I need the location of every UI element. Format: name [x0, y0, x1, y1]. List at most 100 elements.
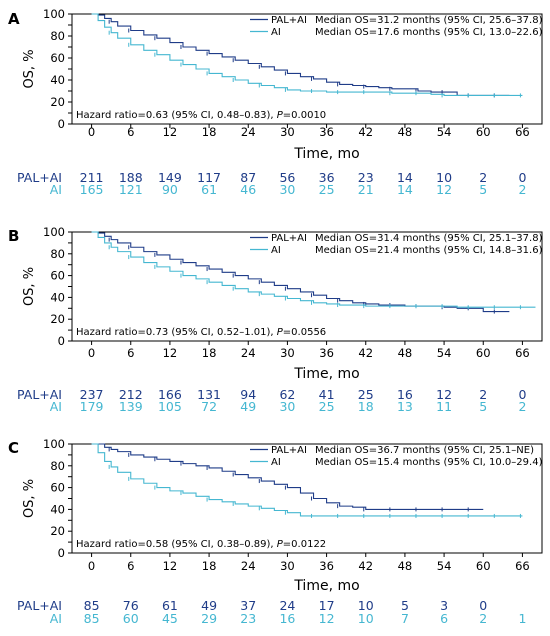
- at-risk-count-ai: 10: [358, 611, 374, 626]
- x-tick-label: 18: [202, 346, 217, 360]
- y-axis-label: OS, %: [22, 49, 37, 88]
- at-risk-count-ai: 23: [240, 611, 256, 626]
- at-risk-count-ai: 61: [201, 182, 217, 197]
- at-risk-count-ai: 30: [279, 182, 295, 197]
- x-tick-label: 54: [437, 125, 452, 139]
- y-tick-label: 60: [50, 269, 65, 283]
- at-risk-count-ai: 29: [201, 611, 217, 626]
- at-risk-count-ai: 6: [440, 611, 448, 626]
- at-risk-count-pal-ai: 10: [358, 598, 374, 613]
- at-risk-count-pal-ai: 24: [279, 598, 295, 613]
- y-tick-label: 80: [50, 247, 65, 261]
- at-risk-count-ai: 12: [319, 611, 335, 626]
- x-axis-label: Time, mo: [293, 366, 359, 382]
- at-risk-count-pal-ai: 3: [440, 598, 448, 613]
- x-tick-label: 66: [515, 346, 530, 360]
- at-risk-count-pal-ai: 117: [197, 170, 221, 185]
- y-tick-label: 100: [43, 437, 65, 451]
- x-tick-label: 30: [280, 559, 295, 573]
- x-tick-label: 0: [88, 125, 95, 139]
- x-tick-label: 48: [398, 125, 413, 139]
- x-tick-label: 0: [88, 346, 95, 360]
- at-risk-count-pal-ai: 17: [319, 598, 335, 613]
- at-risk-count-ai: 2: [518, 182, 526, 197]
- at-risk-count-pal-ai: 14: [397, 170, 413, 185]
- legend-median-os: Median OS=36.7 months (95% CI, 25.1–NE): [315, 445, 534, 456]
- at-risk-count-ai: 45: [162, 611, 178, 626]
- y-tick-label: 60: [50, 51, 65, 65]
- at-risk-count-ai: 2: [479, 611, 487, 626]
- x-tick-label: 30: [280, 346, 295, 360]
- x-axis-label: Time, mo: [293, 146, 359, 162]
- at-risk-count-pal-ai: 16: [397, 387, 413, 402]
- at-risk-count-ai: 18: [358, 399, 374, 414]
- km-curve-pal-ai: [91, 13, 510, 96]
- legend-series-name: AI: [271, 457, 281, 468]
- at-risk-count-ai: 49: [240, 399, 256, 414]
- x-tick-label: 18: [202, 125, 217, 139]
- at-risk-count-ai: 7: [401, 611, 409, 626]
- x-tick-label: 54: [437, 559, 452, 573]
- at-risk-count-ai: 12: [436, 182, 452, 197]
- x-tick-label: 36: [319, 346, 334, 360]
- at-risk-count-ai: 90: [162, 182, 178, 197]
- at-risk-count-pal-ai: 87: [240, 170, 256, 185]
- at-risk-count-ai: 60: [123, 611, 139, 626]
- at-risk-count-ai: 72: [201, 399, 217, 414]
- legend-series-name: PAL+AI: [271, 15, 307, 26]
- y-tick-label: 20: [50, 312, 65, 326]
- x-tick-label: 48: [398, 346, 413, 360]
- legend-median-os: Median OS=31.4 months (95% CI, 25.1–37.8…: [315, 233, 543, 244]
- at-risk-count-ai: 2: [518, 399, 526, 414]
- at-risk-count-pal-ai: 76: [123, 598, 139, 613]
- panel-label: C: [8, 439, 19, 457]
- x-tick-label: 60: [476, 346, 491, 360]
- at-risk-count-pal-ai: 0: [518, 170, 526, 185]
- panel-label: B: [8, 227, 19, 245]
- at-risk-label-pal-ai: PAL+AI: [17, 387, 62, 402]
- at-risk-label-ai: AI: [50, 611, 62, 626]
- x-tick-label: 24: [241, 346, 256, 360]
- at-risk-count-pal-ai: 37: [240, 598, 256, 613]
- at-risk-count-pal-ai: 62: [279, 387, 295, 402]
- at-risk-count-pal-ai: 36: [319, 170, 335, 185]
- km-curve-ai: [91, 231, 536, 308]
- x-tick-label: 54: [437, 346, 452, 360]
- km-curve-ai: [91, 443, 523, 517]
- at-risk-count-pal-ai: 2: [479, 170, 487, 185]
- at-risk-count-pal-ai: 12: [436, 387, 452, 402]
- x-tick-label: 6: [127, 559, 134, 573]
- at-risk-label-pal-ai: PAL+AI: [17, 170, 62, 185]
- x-tick-label: 36: [319, 125, 334, 139]
- y-tick-label: 20: [50, 95, 65, 109]
- at-risk-count-pal-ai: 56: [279, 170, 295, 185]
- x-axis-label: Time, mo: [293, 578, 359, 594]
- at-risk-count-ai: 105: [158, 399, 182, 414]
- y-tick-label: 0: [58, 334, 65, 348]
- y-tick-label: 80: [50, 29, 65, 43]
- at-risk-count-pal-ai: 0: [479, 598, 487, 613]
- at-risk-count-ai: 30: [279, 399, 295, 414]
- at-risk-count-pal-ai: 0: [518, 387, 526, 402]
- legend-median-os: Median OS=17.6 months (95% CI, 13.0–22.6…: [315, 27, 543, 38]
- legend-median-os: Median OS=21.4 months (95% CI, 14.8–31.6…: [315, 245, 543, 256]
- x-tick-label: 36: [319, 559, 334, 573]
- legend-series-name: PAL+AI: [271, 233, 307, 244]
- at-risk-count-pal-ai: 166: [158, 387, 182, 402]
- x-tick-label: 12: [163, 125, 178, 139]
- at-risk-count-ai: 85: [84, 611, 100, 626]
- at-risk-count-ai: 5: [479, 399, 487, 414]
- x-tick-label: 6: [127, 346, 134, 360]
- hazard-ratio-text: Hazard ratio=0.73 (95% CI, 0.52–1.01), P…: [76, 327, 326, 338]
- at-risk-count-ai: 5: [479, 182, 487, 197]
- hazard-ratio-text: Hazard ratio=0.58 (95% CI, 0.38–0.89), P…: [76, 539, 326, 550]
- y-tick-label: 40: [50, 502, 65, 516]
- legend-median-os: Median OS=31.2 months (95% CI, 25.6–37.8…: [315, 15, 543, 26]
- x-tick-label: 48: [398, 559, 413, 573]
- at-risk-count-pal-ai: 188: [119, 170, 143, 185]
- at-risk-count-pal-ai: 212: [119, 387, 143, 402]
- at-risk-count-ai: 13: [397, 399, 413, 414]
